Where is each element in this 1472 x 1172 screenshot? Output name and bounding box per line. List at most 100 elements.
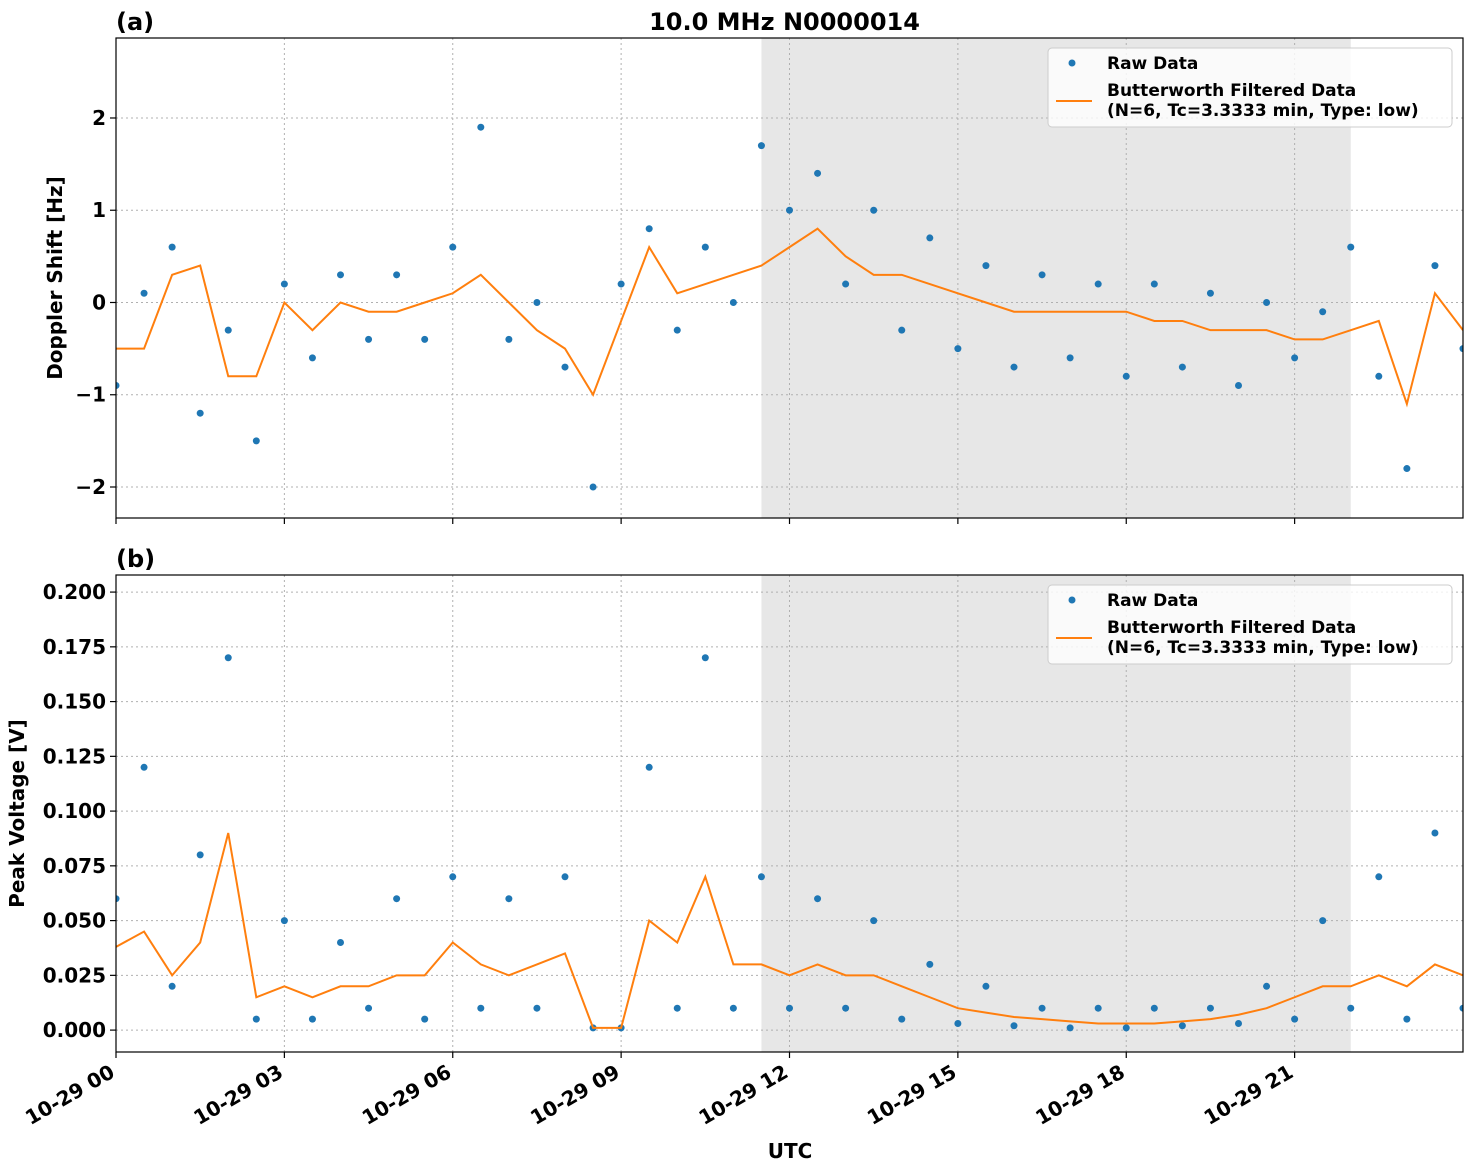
legend-label-line: Butterworth Filtered Data	[1107, 618, 1356, 638]
raw-data-point	[645, 225, 653, 233]
raw-data-point	[1459, 345, 1463, 353]
raw-data-point	[1291, 1015, 1299, 1023]
raw-data-point	[673, 326, 681, 334]
raw-data-point	[870, 917, 878, 925]
raw-data-point	[1178, 363, 1186, 371]
panel-label: (b)	[116, 545, 155, 573]
raw-data-point	[1347, 1004, 1355, 1012]
chart-title: 10.0 MHz N0000014	[649, 8, 920, 36]
raw-data-point	[589, 483, 597, 491]
raw-data-point	[1263, 982, 1271, 990]
raw-data-point	[870, 206, 878, 214]
raw-data-point	[814, 169, 822, 177]
raw-data-point	[954, 345, 962, 353]
raw-data-point	[982, 982, 990, 990]
raw-data-point	[421, 1015, 429, 1023]
y-axis-label: Doppler Shift [Hz]	[43, 176, 67, 380]
raw-data-point	[1150, 1004, 1158, 1012]
raw-data-point	[1319, 308, 1327, 316]
raw-data-point	[365, 335, 373, 343]
raw-data-point	[729, 298, 737, 306]
raw-data-point	[337, 938, 344, 946]
legend-label: Raw Data	[1107, 54, 1198, 74]
legend-box	[1047, 584, 1453, 665]
y-tick-label: 0.075	[43, 854, 106, 878]
raw-data-point	[1291, 354, 1299, 362]
raw-data-point	[365, 1004, 373, 1012]
raw-data-point	[701, 243, 709, 251]
legend-label: Raw Data	[1107, 591, 1198, 611]
filtered-line	[116, 227, 1463, 408]
raw-data-point	[814, 895, 822, 903]
y-tick-label: 2	[92, 106, 106, 130]
legend-label: Butterworth Filtered Data (N=6, Tc=3.3333…	[1107, 81, 1419, 121]
raw-data-point	[1038, 271, 1046, 279]
raw-data-point	[533, 1004, 541, 1012]
raw-data-point	[1375, 372, 1383, 380]
raw-data-point	[757, 142, 765, 150]
raw-data-point	[1263, 298, 1271, 306]
raw-data-point	[140, 289, 148, 297]
raw-data-point	[1431, 262, 1439, 270]
raw-data-point	[421, 335, 429, 343]
raw-data-point	[1066, 354, 1074, 362]
raw-data-point	[926, 960, 934, 968]
raw-data-point	[1010, 1022, 1018, 1030]
legend-label: Butterworth Filtered Data (N=6, Tc=3.3333…	[1107, 618, 1419, 658]
legend-box	[1047, 47, 1453, 128]
raw-data-point	[1178, 1022, 1186, 1030]
raw-data-point	[842, 280, 850, 288]
y-tick-label: −1	[75, 383, 106, 407]
raw-data-point	[1094, 1004, 1102, 1012]
raw-data-point	[393, 271, 401, 279]
raw-data-point	[533, 298, 541, 306]
raw-data-point	[477, 123, 485, 131]
y-tick-label: 0.050	[43, 909, 106, 933]
raw-data-point	[1122, 372, 1130, 380]
y-tick-label: 0.200	[43, 580, 106, 604]
raw-data-point	[168, 243, 176, 251]
panel-label: (a)	[116, 8, 154, 36]
raw-data-point	[1431, 829, 1439, 837]
raw-data-point	[898, 1015, 906, 1023]
raw-data-point	[280, 280, 288, 288]
raw-data-point	[561, 363, 569, 371]
raw-data-point	[561, 873, 569, 881]
raw-data-point	[673, 1004, 681, 1012]
raw-data-point	[1206, 1004, 1214, 1012]
raw-data-point	[842, 1004, 850, 1012]
raw-data-point	[645, 763, 653, 771]
raw-data-point	[729, 1004, 737, 1012]
raw-data-point	[196, 409, 204, 417]
x-axis-label: UTC	[768, 1139, 813, 1163]
raw-data-point	[1150, 280, 1158, 288]
raw-data-point	[224, 326, 232, 334]
raw-data-point	[1094, 280, 1102, 288]
legend-marker	[1068, 59, 1076, 67]
raw-data-point	[116, 895, 120, 903]
y-tick-label: 0.150	[43, 690, 106, 714]
legend-marker	[1068, 596, 1076, 604]
raw-data-point	[1235, 382, 1242, 390]
axes-frame	[115, 37, 1464, 519]
y-tick-label: 1	[92, 198, 106, 222]
raw-data-point	[926, 234, 934, 242]
y-axis-label: Peak Voltage [V]	[5, 719, 29, 908]
raw-data-point	[280, 917, 288, 925]
raw-data-point	[757, 873, 765, 881]
raw-data-point	[1459, 1004, 1463, 1012]
raw-data-point	[308, 354, 316, 362]
y-tick-label: 0.025	[43, 963, 106, 987]
raw-data-point	[1010, 363, 1018, 371]
raw-data-point	[1066, 1024, 1074, 1032]
legend-label-line: (N=6, Tc=3.3333 min, Type: low)	[1107, 101, 1419, 121]
raw-data-point	[1122, 1024, 1130, 1032]
y-tick-label: 0.125	[43, 744, 106, 768]
y-tick-label: 0.100	[43, 799, 106, 823]
raw-data-point	[449, 873, 457, 881]
raw-data-point	[252, 437, 260, 445]
raw-data-point	[449, 243, 457, 251]
raw-data-point	[1403, 1015, 1411, 1023]
raw-data-point	[168, 982, 176, 990]
